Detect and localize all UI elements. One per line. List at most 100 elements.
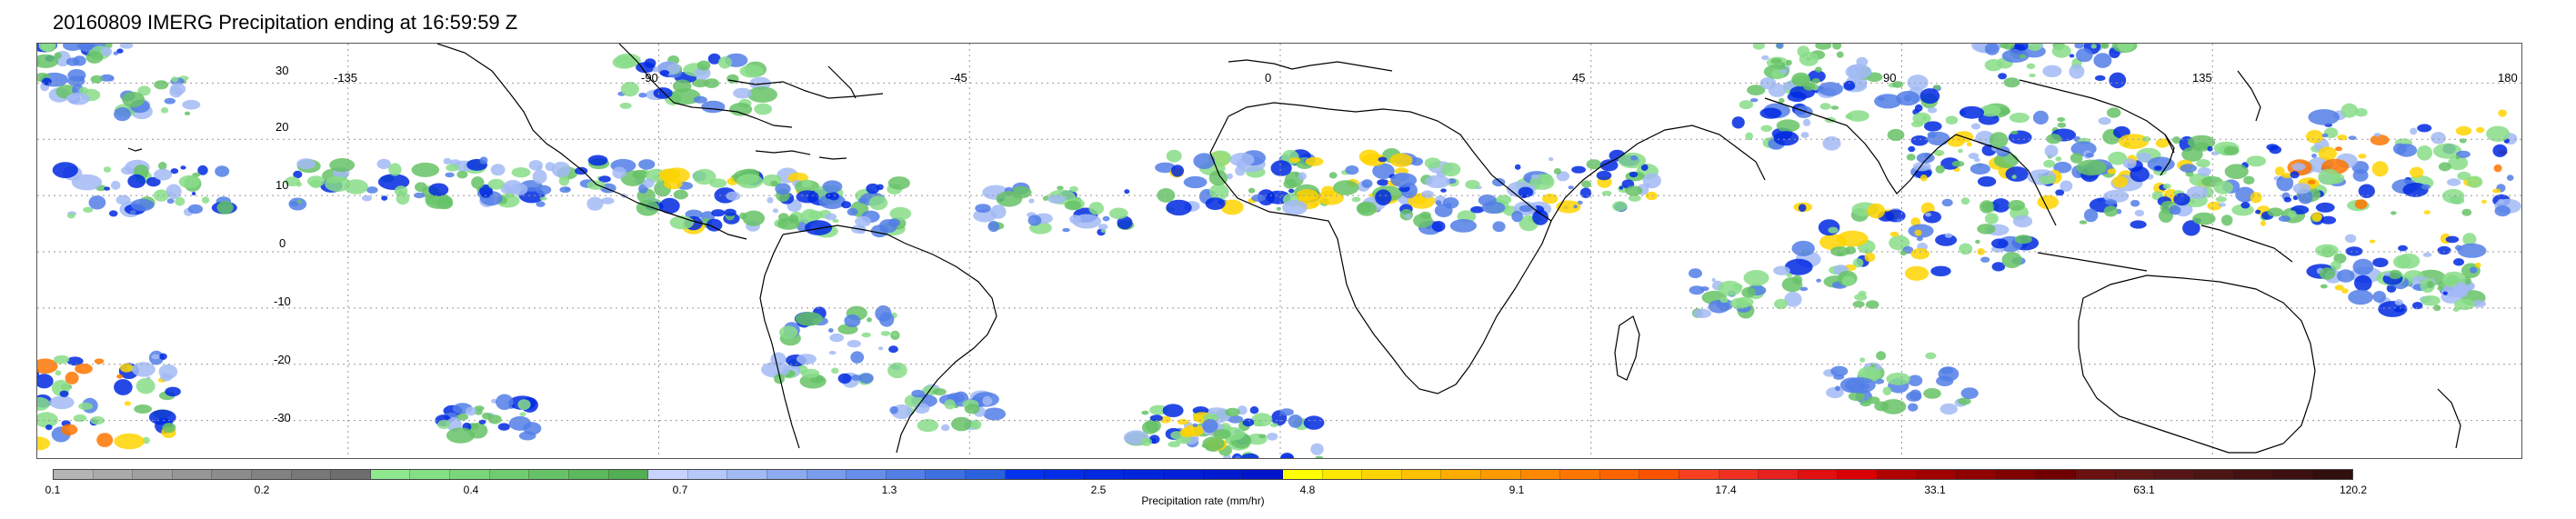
precip-cell	[2235, 186, 2255, 203]
precip-cell	[1579, 187, 1592, 198]
precip-cell	[37, 436, 51, 451]
precip-cell	[1390, 173, 1418, 188]
precip-cell	[154, 168, 173, 181]
precip-cell	[166, 198, 175, 205]
precip-cell	[673, 189, 688, 200]
precip-cell	[1333, 180, 1359, 195]
precip-cell	[192, 192, 196, 195]
precip-cell	[1699, 286, 1709, 292]
precip-cell	[2207, 201, 2222, 211]
precip-cell	[1431, 221, 1446, 232]
precip-cell	[1826, 386, 1844, 399]
coastlines	[127, 44, 2461, 454]
precip-cell	[1794, 105, 1813, 118]
precip-cell	[1618, 152, 1647, 169]
precip-cell	[396, 192, 410, 205]
precip-cell	[636, 62, 656, 74]
precip-cell	[2032, 110, 2049, 125]
precip-cell	[1843, 80, 1856, 91]
precip-cell	[1829, 246, 1850, 257]
precip-cell	[2181, 146, 2203, 162]
precip-cell	[775, 183, 791, 195]
precip-cell	[2055, 156, 2062, 162]
precip-cell	[2318, 168, 2340, 185]
precip-cell	[1628, 195, 1641, 202]
precip-cell	[1220, 199, 1244, 215]
precip-cell	[1935, 165, 1945, 174]
precip-cell	[1919, 88, 1940, 105]
precip-cell	[1586, 159, 1602, 170]
precip-cell	[1936, 375, 1954, 387]
precip-cell	[1213, 429, 1231, 439]
precip-cell	[135, 378, 155, 394]
precip-cell	[1689, 268, 1702, 279]
precip-cell	[184, 111, 191, 116]
precip-cell	[164, 97, 175, 105]
precip-cell	[964, 404, 980, 414]
precip-cell	[67, 213, 75, 219]
precip-cell	[1803, 82, 1816, 91]
precip-cell	[1743, 270, 1769, 286]
precip-cell	[1069, 215, 1082, 225]
precip-cell	[2492, 188, 2501, 194]
precip-cell	[1157, 188, 1176, 203]
precip-cell	[2486, 125, 2511, 142]
precipitation-map[interactable]: -135 -90 -45 0 45 90 135 180 30 20 10 0 …	[36, 43, 2522, 459]
precip-cell	[2012, 215, 2033, 228]
precip-cell	[1908, 374, 1923, 386]
precip-cell	[1540, 174, 1554, 185]
precip-cell	[94, 358, 105, 364]
precip-cell	[2319, 267, 2336, 280]
precip-cell	[2076, 159, 2107, 175]
precip-cell	[2069, 64, 2085, 79]
precip-cell	[1226, 173, 1233, 180]
precip-cell	[1745, 132, 1754, 141]
precip-cell	[41, 44, 56, 53]
precip-cell	[1389, 153, 1413, 167]
precip-cell	[1519, 205, 1533, 213]
precip-cell	[2393, 306, 2405, 313]
precip-cell	[2117, 44, 2134, 52]
precip-cell	[1518, 186, 1534, 198]
precip-cell	[1440, 162, 1461, 177]
precip-cell	[2003, 77, 2020, 88]
precip-cell	[519, 412, 526, 416]
precip-cell	[2341, 288, 2349, 294]
precip-cell	[61, 424, 78, 435]
precip-cell	[877, 346, 884, 351]
precip-cell	[887, 362, 907, 379]
precip-cell	[539, 196, 547, 201]
precip-cell	[1283, 178, 1298, 189]
precip-cell	[2452, 282, 2470, 298]
precip-cell	[983, 407, 1007, 421]
precip-cell	[1289, 157, 1300, 163]
colorbar-swatch	[2115, 470, 2156, 479]
precip-cell	[1192, 423, 1198, 427]
precip-cell	[727, 74, 739, 84]
precip-cell	[875, 305, 892, 322]
precip-cell	[1818, 219, 1840, 236]
precip-cell	[487, 178, 505, 190]
precip-cell	[37, 412, 58, 428]
precip-cell	[685, 209, 703, 219]
precip-cell	[2122, 158, 2137, 169]
precip-cell	[1830, 365, 1849, 377]
precip-cell	[2470, 266, 2478, 274]
precip-cell	[285, 176, 300, 187]
precip-cell	[187, 204, 204, 215]
colorbar-swatch	[133, 470, 173, 479]
precip-cell	[1141, 421, 1159, 434]
precip-cell	[693, 95, 707, 104]
precip-cell	[2423, 210, 2431, 215]
precip-cell	[1729, 297, 1749, 309]
precip-cell	[130, 198, 155, 212]
precip-cell	[2421, 184, 2431, 190]
precip-cell	[1315, 455, 1324, 458]
precip-cell	[1930, 265, 1951, 276]
precip-cell	[1377, 179, 1389, 186]
precip-cell	[2352, 169, 2369, 182]
colorbar-tick-label: 1.3	[881, 484, 897, 496]
precip-cell	[672, 79, 692, 93]
precip-cell	[1784, 292, 1802, 307]
precip-cell	[1062, 227, 1070, 233]
